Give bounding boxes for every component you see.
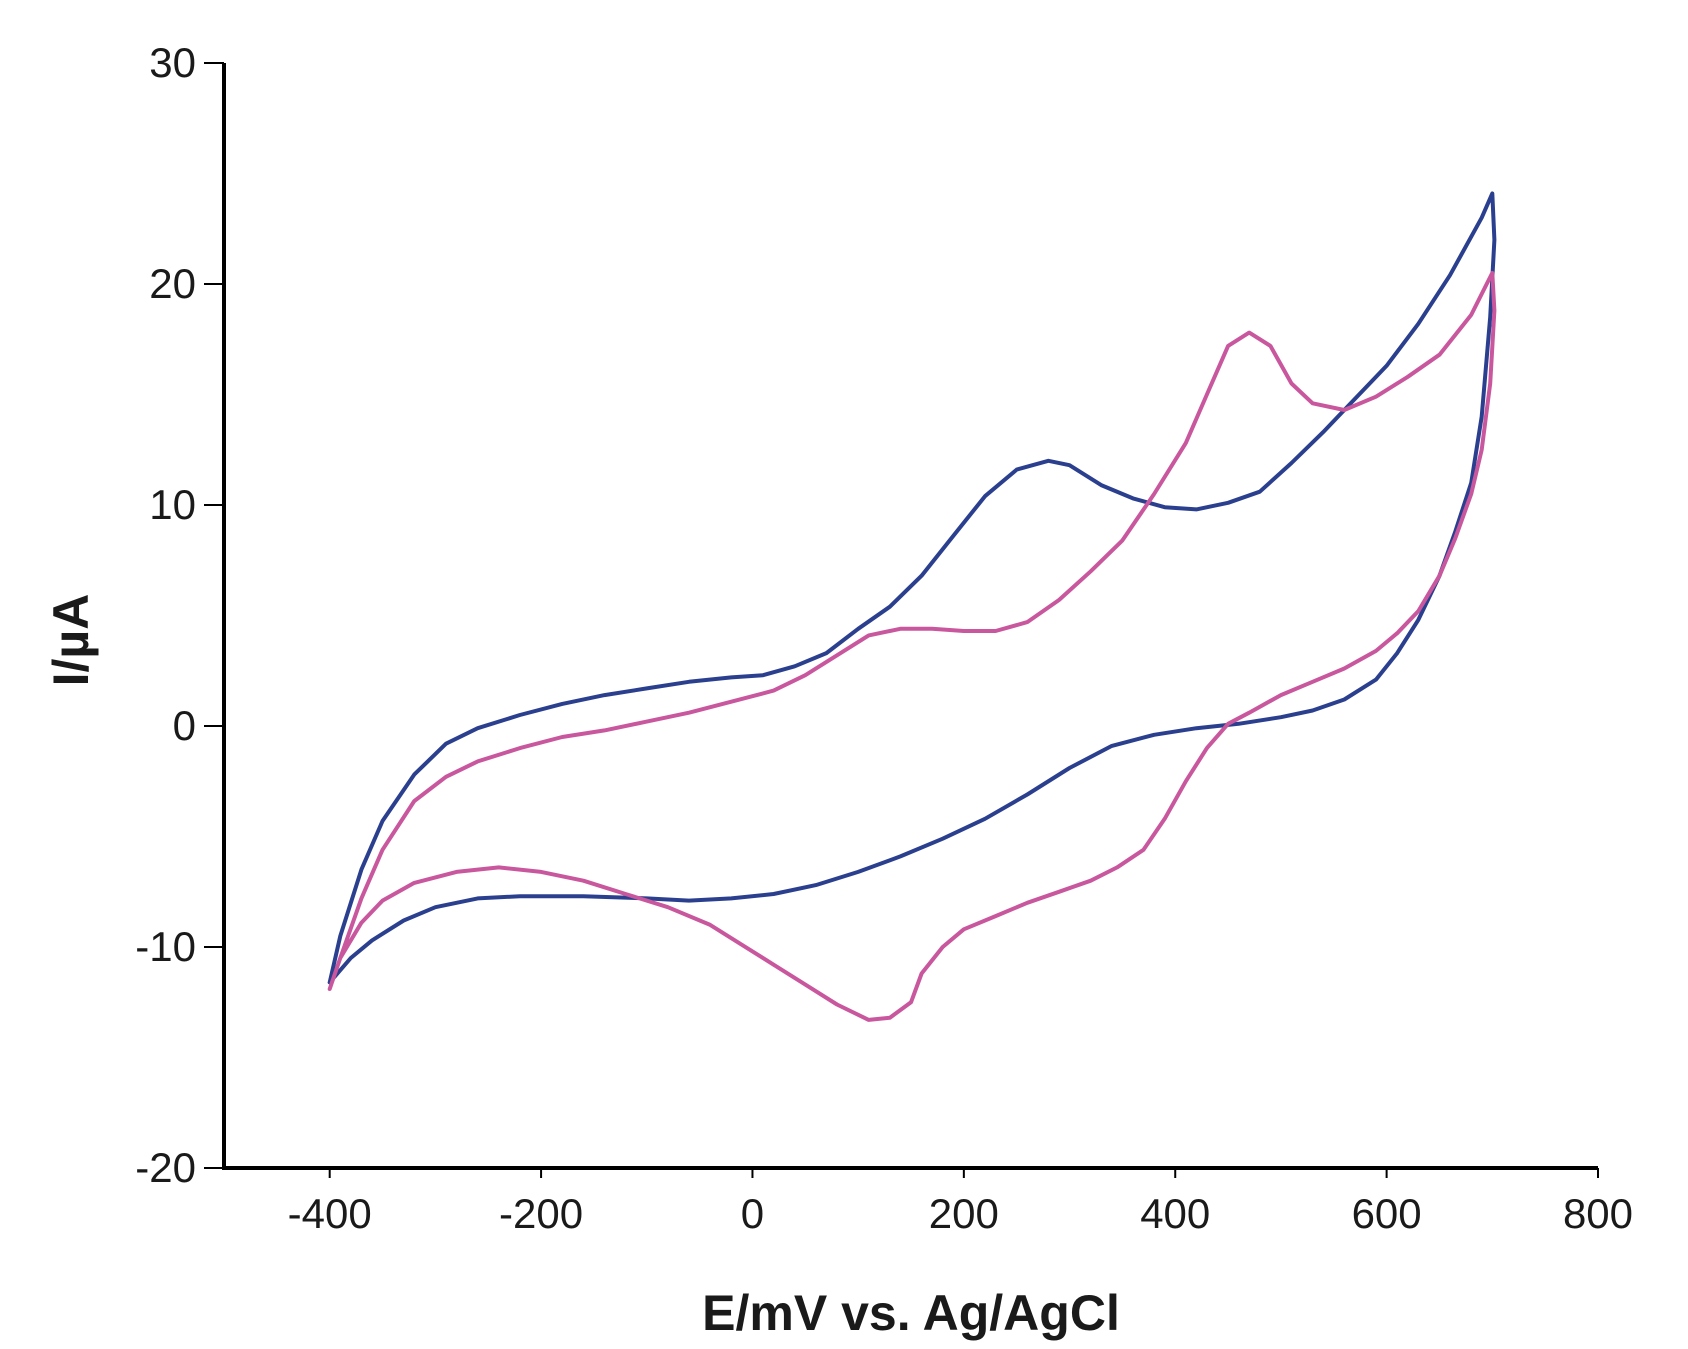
y-tick-label: 10 <box>149 481 196 528</box>
x-tick-label: -400 <box>288 1190 372 1237</box>
ticks-layer: -400 -200 0 200 400 600 800 -20 -10 0 10 20 30 <box>135 39 1633 1237</box>
pink-voltammogram-line <box>327 270 1497 1022</box>
x-tick-label: 400 <box>1140 1190 1210 1237</box>
y-tick-label: 30 <box>149 39 196 86</box>
x-tick-label: -200 <box>499 1190 583 1237</box>
x-tick-label: 0 <box>741 1190 764 1237</box>
y-tick-label: -20 <box>135 1144 196 1191</box>
x-axis-title: E/mV vs. Ag/AgCl <box>702 1285 1120 1341</box>
x-tick-label: 600 <box>1352 1190 1422 1237</box>
y-tick-label: 20 <box>149 260 196 307</box>
x-tick-label: 800 <box>1563 1190 1633 1237</box>
y-axis-title-prefix: I/ <box>43 658 99 686</box>
y-tick-label: -10 <box>135 923 196 970</box>
y-tick-label: 0 <box>173 702 196 749</box>
y-axis-title-unit: µA <box>43 594 99 659</box>
series-layer <box>327 191 1497 1022</box>
blue-voltammogram-line <box>327 191 1497 985</box>
axes-frame <box>222 63 1598 1170</box>
y-axis-title: I/µA <box>43 594 99 687</box>
x-tick-label: 200 <box>929 1190 999 1237</box>
